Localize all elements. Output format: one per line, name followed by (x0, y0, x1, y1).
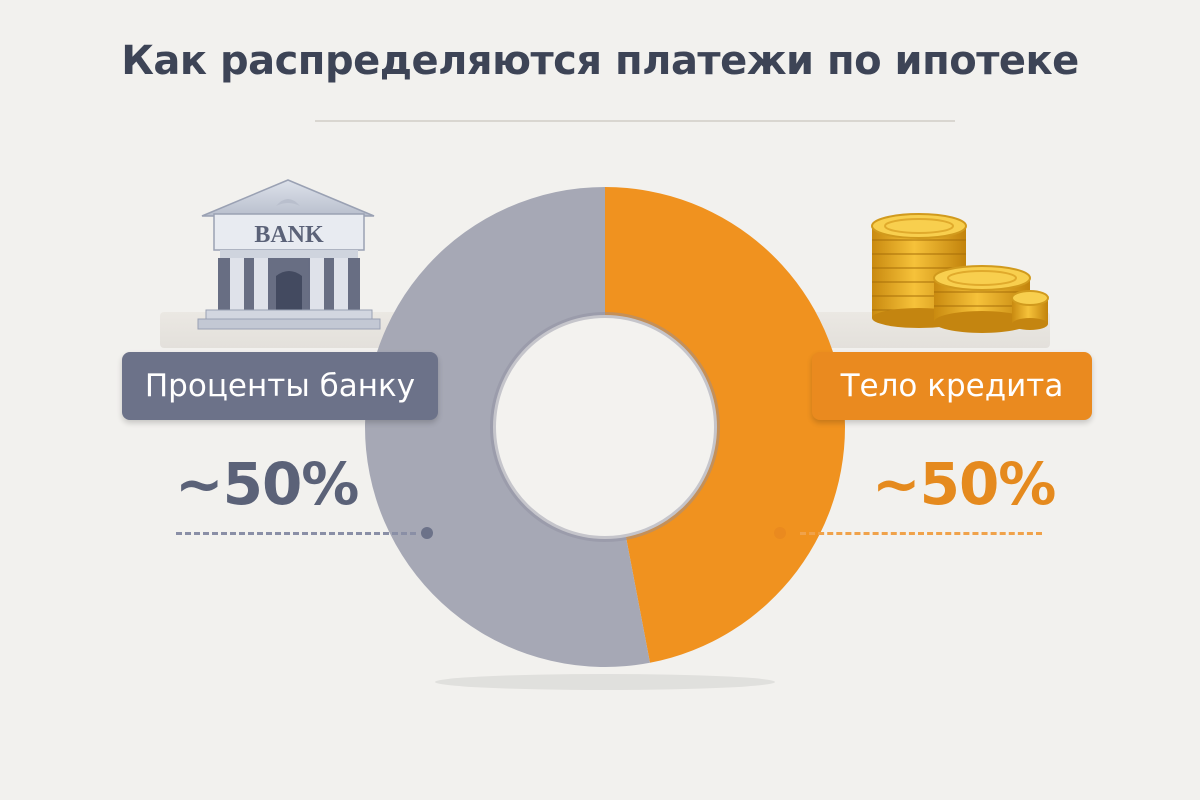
bank-sign-text: BANK (254, 222, 324, 248)
principal-leader-dot (774, 527, 786, 539)
page-title: Как распределяются платежи по ипотеке (121, 38, 1079, 84)
donut-hole (493, 315, 717, 539)
principal-leader-line (800, 532, 1042, 535)
interest-value: ~50% (175, 450, 359, 518)
bank-building-icon: BANK (197, 179, 381, 330)
coin-stack-icon (871, 213, 1049, 333)
title-divider (315, 120, 955, 122)
donut-chart (365, 187, 845, 690)
donut-slice-interest (365, 187, 650, 667)
interest-label: Проценты банку (122, 352, 438, 420)
interest-leader-dot (421, 527, 433, 539)
principal-value: ~50% (872, 450, 1056, 518)
donut-slice-principal (605, 187, 845, 663)
principal-label: Тело кредита (812, 352, 1092, 420)
interest-leader-line (176, 532, 416, 535)
